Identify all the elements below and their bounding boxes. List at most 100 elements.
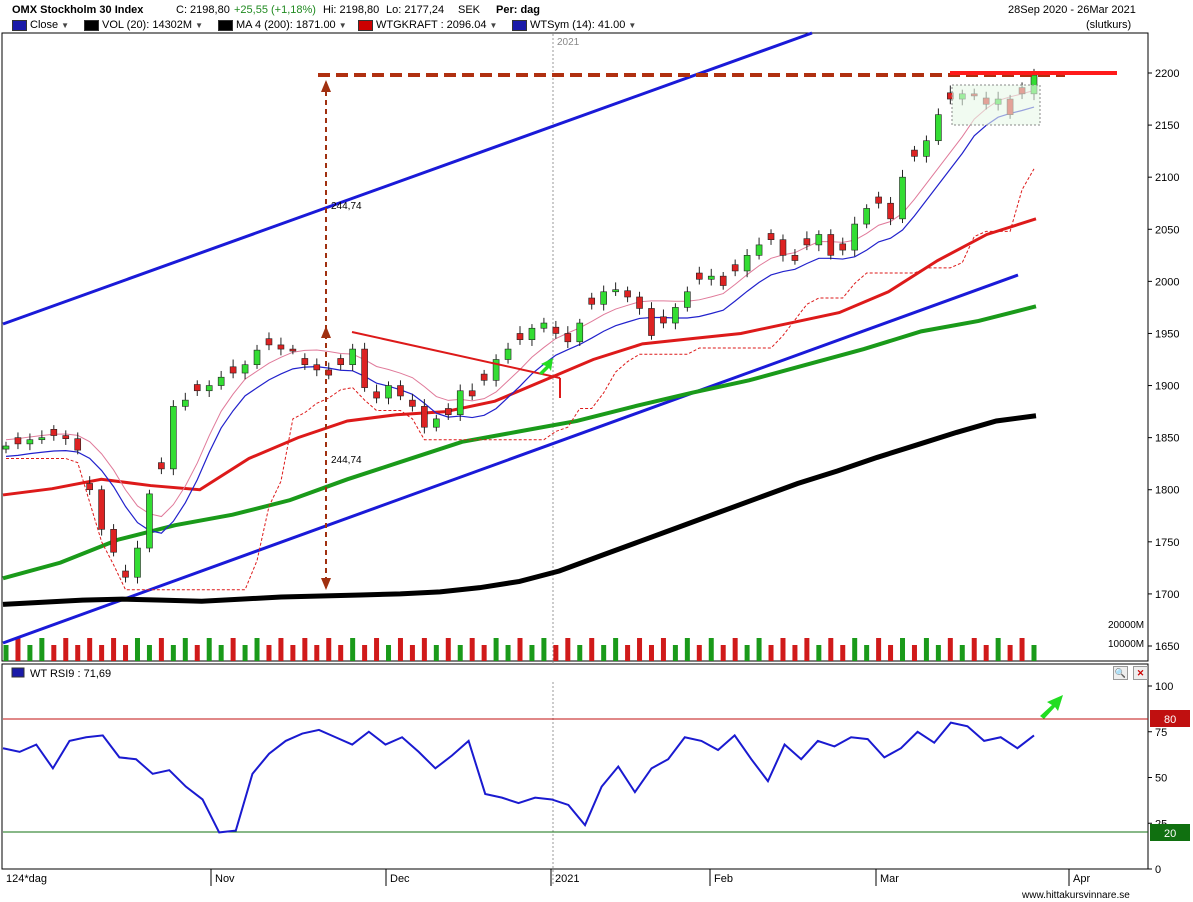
volume-bar — [397, 638, 403, 661]
volume-bar — [959, 645, 965, 661]
legend-close[interactable]: Close ▼ — [12, 19, 69, 31]
candle-body — [612, 289, 619, 293]
pink-line — [5, 89, 1035, 518]
volume-bar — [601, 645, 607, 661]
volume-bar — [923, 638, 929, 661]
volume-bar — [792, 645, 798, 661]
candle-body — [158, 462, 165, 470]
candle-body — [516, 333, 524, 341]
price-candles — [2, 68, 1038, 584]
candle-body — [349, 348, 356, 366]
candle-body — [205, 385, 213, 392]
candle-body — [182, 399, 189, 407]
volume-bar — [278, 638, 284, 661]
volume-bar — [971, 638, 977, 661]
low-value: Lo: 2177,24 — [386, 4, 445, 16]
period-label: Per: dag — [496, 4, 541, 16]
measure-arrow-up-mid-icon — [321, 326, 331, 338]
rsi-lower-level-badge — [1150, 824, 1190, 841]
candle-body — [576, 322, 584, 343]
volume-bar — [170, 645, 176, 661]
volume-bar — [457, 645, 463, 661]
candle-body — [935, 114, 942, 142]
candle-body — [492, 359, 500, 381]
candle-body — [265, 338, 273, 346]
candle-body — [648, 308, 655, 336]
candle-body — [600, 291, 607, 305]
price-tick-label: 1650 — [1155, 641, 1179, 653]
candle-body — [636, 296, 643, 309]
candle-body — [337, 358, 344, 366]
candle-body — [241, 364, 249, 374]
time-tick-label: Feb — [714, 873, 733, 885]
candle-body — [397, 385, 404, 397]
candle-body — [38, 437, 46, 441]
chevron-down-icon[interactable]: ▼ — [195, 21, 204, 30]
upper-trend-line — [2, 31, 813, 326]
chevron-down-icon[interactable]: ▼ — [628, 21, 637, 30]
candle-body — [696, 272, 703, 280]
candle-body — [385, 385, 392, 399]
candle-body — [923, 140, 930, 157]
price-tick-label: 2050 — [1155, 224, 1179, 236]
candle-body — [170, 406, 177, 470]
price-tick-label: 1750 — [1155, 537, 1179, 549]
legend-label: WTGKRAFT : 2096.04 — [376, 19, 487, 31]
close-icon[interactable]: ✕ — [1133, 666, 1148, 680]
candle-body — [588, 297, 596, 305]
price-tick-label: 1800 — [1155, 485, 1179, 497]
candle-body — [313, 364, 321, 371]
zoom-icon[interactable]: 🔍 — [1113, 666, 1128, 680]
volume-axis: 20000M 10000M — [1108, 620, 1144, 650]
candle-body — [755, 244, 763, 256]
price-tick-label: 2200 — [1155, 68, 1179, 80]
green-ma-line — [2, 304, 1037, 581]
legend-wtgkraft[interactable]: WTGKRAFT : 2096.04 ▼ — [358, 19, 497, 31]
legend-wtsym[interactable]: WTSym (14): 41.00 ▼ — [512, 19, 636, 31]
volume-bar — [39, 638, 45, 661]
legend-swatch — [218, 19, 233, 31]
volume-bar — [517, 638, 523, 661]
rsi-tick-label: 100 — [1155, 681, 1173, 693]
date-range: 28Sep 2020 - 26Mar 2021 — [1008, 4, 1136, 16]
rsi-tick-label: 75 — [1155, 727, 1167, 739]
volume-bar — [696, 645, 702, 661]
volume-bar — [290, 645, 296, 661]
change-value: +25,55 (+1,18%) — [234, 4, 316, 16]
time-tick-label: 2021 — [555, 873, 579, 885]
time-tick-label: Mar — [880, 873, 899, 885]
candle-body — [98, 489, 105, 530]
rsi-legend-swatch — [11, 667, 25, 678]
volume-bar — [302, 638, 308, 661]
candle-body — [456, 390, 464, 416]
candle-body — [827, 234, 835, 256]
volume-bar — [756, 638, 762, 661]
wtsym-line — [5, 106, 1035, 534]
volume-bar — [804, 638, 810, 661]
year-marker-label: 2021 — [557, 37, 580, 48]
volume-bar — [206, 638, 212, 661]
volume-bar — [350, 638, 356, 661]
volume-bar — [433, 645, 439, 661]
chevron-down-icon[interactable]: ▼ — [489, 21, 498, 30]
time-tick-label: Nov — [215, 873, 235, 885]
legend-volume[interactable]: VOL (20): 14302M ▼ — [84, 19, 203, 31]
candle-body — [277, 344, 285, 350]
time-tick-label: Dec — [390, 873, 410, 885]
candle-body — [444, 408, 452, 416]
volume-bar — [840, 645, 846, 661]
candle-body — [672, 307, 679, 324]
rsi-tick-label: 50 — [1155, 773, 1167, 785]
volume-bar — [816, 645, 822, 661]
candle-body — [146, 493, 153, 549]
legend-ma[interactable]: MA 4 (200): 1871.00 ▼ — [218, 19, 347, 31]
chevron-down-icon[interactable]: ▼ — [338, 21, 347, 30]
legend-label: VOL (20): 14302M — [102, 19, 193, 31]
volume-bar — [672, 645, 678, 661]
measure-bottom-label: 244,74 — [331, 455, 362, 466]
measure-arrow-down-icon — [321, 578, 331, 590]
candle-body — [26, 439, 34, 445]
candle-body — [14, 437, 22, 445]
chevron-down-icon[interactable]: ▼ — [61, 21, 70, 30]
